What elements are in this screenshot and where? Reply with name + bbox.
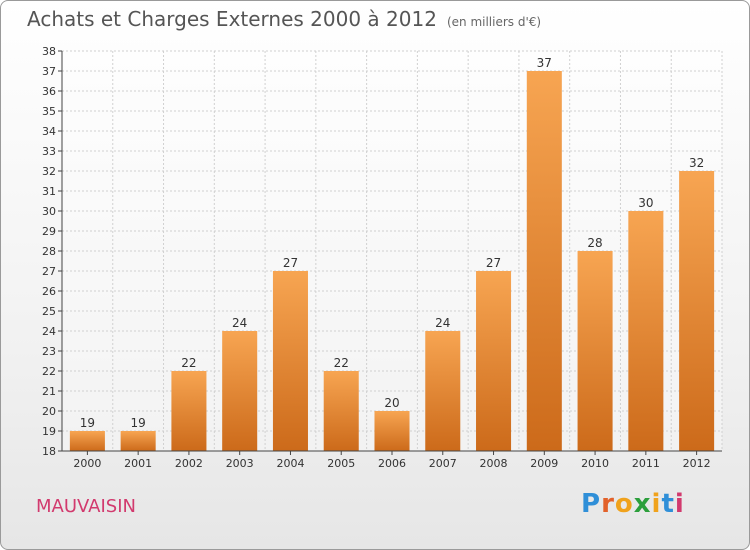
bar-value-label: 27 (486, 256, 501, 270)
x-tick-label: 2009 (530, 457, 558, 470)
y-tick-label: 29 (42, 225, 56, 238)
bar (272, 271, 308, 451)
x-tick-label: 2000 (73, 457, 101, 470)
bar-value-label: 20 (384, 396, 399, 410)
y-tick-label: 22 (42, 365, 56, 378)
bar (171, 371, 207, 451)
bar (577, 251, 613, 451)
y-tick-label: 35 (42, 105, 56, 118)
y-tick-label: 19 (42, 425, 56, 438)
bar (120, 431, 156, 451)
y-tick-label: 25 (42, 305, 56, 318)
bar (679, 171, 715, 451)
y-tick-label: 24 (42, 325, 56, 338)
y-tick-label: 26 (42, 285, 56, 298)
x-tick-label: 2004 (276, 457, 304, 470)
bar (425, 331, 461, 451)
bar (374, 411, 410, 451)
bar-value-label: 32 (689, 156, 704, 170)
y-tick-label: 31 (42, 185, 56, 198)
y-tick-label: 21 (42, 385, 56, 398)
bar (526, 71, 562, 451)
x-tick-label: 2007 (429, 457, 457, 470)
x-tick-label: 2001 (124, 457, 152, 470)
bar-value-label: 37 (537, 56, 552, 70)
y-tick-label: 34 (42, 125, 56, 138)
x-tick-label: 2008 (480, 457, 508, 470)
bar-value-label: 24 (232, 316, 247, 330)
x-tick-label: 2005 (327, 457, 355, 470)
chart-title-text: Achats et Charges Externes 2000 à 2012 (27, 7, 437, 31)
y-tick-label: 33 (42, 145, 56, 158)
x-tick-label: 2011 (632, 457, 660, 470)
x-tick-label: 2012 (683, 457, 711, 470)
bar-value-label: 22 (334, 356, 349, 370)
commune-name: MAUVAISIN (36, 496, 137, 517)
bar (323, 371, 359, 451)
y-tick-label: 28 (42, 245, 56, 258)
x-tick-label: 2002 (175, 457, 203, 470)
proxiti-logo: Proxiti (581, 489, 685, 519)
bars-layer: 19 19 22 24 27 22 20 24 27 37 28 30 32 (69, 56, 715, 451)
bar-value-label: 28 (587, 236, 602, 250)
y-tick-label: 37 (42, 65, 56, 78)
y-tick-label: 23 (42, 345, 56, 358)
y-tick-label: 18 (42, 445, 56, 458)
x-tick-label: 2006 (378, 457, 406, 470)
chart-unit: (en milliers d'€) (446, 15, 542, 29)
bar-value-label: 19 (80, 416, 95, 430)
bar-value-label: 30 (638, 196, 653, 210)
bar (222, 331, 258, 451)
grid-layer (61, 50, 723, 452)
y-tick-label: 27 (42, 265, 56, 278)
bar (476, 271, 512, 451)
bar-value-label: 24 (435, 316, 450, 330)
chart-title: Achats et Charges Externes 2000 à 2012 (e… (27, 7, 541, 31)
y-tick-label: 36 (42, 85, 56, 98)
bar-value-label: 19 (131, 416, 146, 430)
y-tick-label: 38 (42, 45, 56, 58)
x-tick-label: 2003 (226, 457, 254, 470)
y-tick-label: 30 (42, 205, 56, 218)
y-tick-label: 20 (42, 405, 56, 418)
axis-layer: 18 19 20 21 22 23 24 25 26 27 28 29 30 31 32 33 34 35 36 37… (42, 45, 722, 470)
x-tick-label: 2010 (581, 457, 609, 470)
bar (628, 211, 664, 451)
y-tick-label: 32 (42, 165, 56, 178)
bar (69, 431, 105, 451)
bar-value-label: 22 (181, 356, 196, 370)
bar-value-label: 27 (283, 256, 298, 270)
